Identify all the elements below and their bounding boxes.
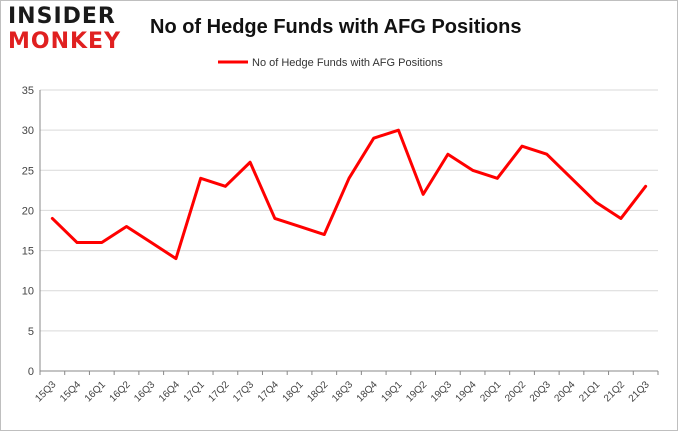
y-tick-label: 10 xyxy=(22,286,34,298)
y-tick-label: 35 xyxy=(22,85,34,97)
insider-monkey-logo: INSIDER MONKEY xyxy=(8,6,121,53)
series-group xyxy=(50,128,648,261)
y-tick-label: 5 xyxy=(28,326,34,338)
x-tick-label: 18Q2 xyxy=(305,379,330,404)
x-tick-label: 19Q4 xyxy=(454,379,479,404)
axes xyxy=(39,90,659,375)
x-tick-label: 20Q4 xyxy=(553,379,578,404)
y-tick-label: 25 xyxy=(22,165,34,177)
x-tick-label: 18Q4 xyxy=(355,379,380,404)
y-tick-label: 20 xyxy=(22,205,34,217)
x-tick-label: 20Q3 xyxy=(528,379,553,404)
gridlines xyxy=(40,89,658,332)
y-tick-label: 30 xyxy=(22,125,34,137)
x-tick-label: 20Q2 xyxy=(503,379,528,404)
legend-label: No of Hedge Funds with AFG Positions xyxy=(252,57,443,69)
x-tick-label: 17Q2 xyxy=(206,379,231,404)
logo-line-2: MONKEY xyxy=(8,29,122,54)
x-tick-label: 18Q1 xyxy=(281,379,306,404)
series-line xyxy=(50,128,648,261)
x-tick-label: 17Q4 xyxy=(256,379,281,404)
x-tick-label: 15Q4 xyxy=(58,379,83,404)
x-tick-label: 18Q3 xyxy=(330,379,355,404)
chart-title: No of Hedge Funds with AFG Positions xyxy=(150,16,522,38)
logo-line-1: INSIDER xyxy=(8,4,116,29)
x-tick-label: 21Q3 xyxy=(627,379,652,404)
y-tick-label: 15 xyxy=(22,246,34,258)
x-tick-label: 20Q1 xyxy=(478,379,503,404)
x-axis-ticks: 15Q3 15Q4 16Q1 16Q2 16Q3 16Q4 17Q1 17Q2 17Q3 17Q4… xyxy=(33,379,652,404)
x-tick-label: 15Q3 xyxy=(33,379,58,404)
legend: No of Hedge Funds with AFG Positions xyxy=(218,57,443,69)
x-tick-label: 19Q2 xyxy=(404,379,429,404)
x-tick-label: 19Q3 xyxy=(429,379,454,404)
x-tick-label: 19Q1 xyxy=(379,379,404,404)
x-tick-label: 16Q2 xyxy=(108,379,133,404)
y-axis-ticks: 0 5 10 15 20 25 30 35 xyxy=(22,85,34,378)
x-tick-label: 16Q4 xyxy=(157,379,182,404)
x-tick-label: 17Q1 xyxy=(182,379,207,404)
x-tick-label: 21Q2 xyxy=(602,379,627,404)
x-tick-label: 21Q1 xyxy=(577,379,602,404)
x-tick-label: 16Q1 xyxy=(83,379,108,404)
x-tick-label: 17Q3 xyxy=(231,379,256,404)
x-tick-label: 16Q3 xyxy=(132,379,157,404)
y-tick-label: 0 xyxy=(28,366,34,378)
